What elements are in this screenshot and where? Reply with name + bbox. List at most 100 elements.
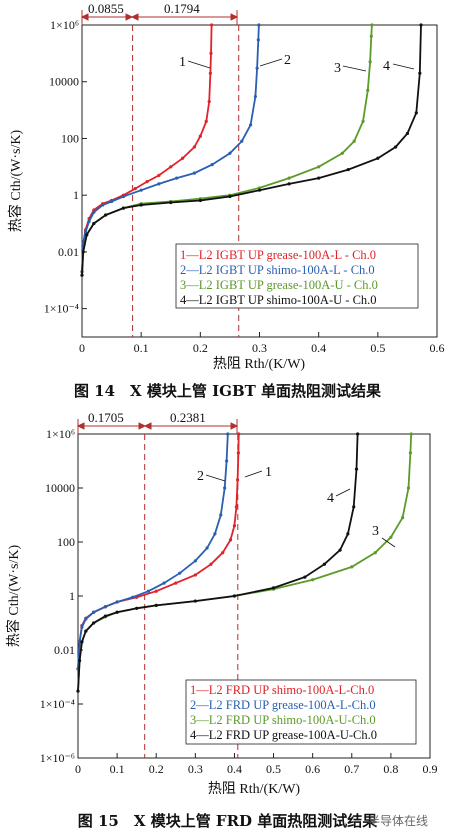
y-tick-label: 1×10⁶ [46,427,75,441]
legend: 1—L2 FRD UP shimo-100A-L-Ch.0 2—L2 FRD U… [185,679,417,745]
legend-item-1: 1—L2 FRD UP shimo-100A-L-Ch.0 [190,683,374,697]
data-point [115,610,119,614]
data-point [346,167,350,172]
data-point [228,151,232,155]
x-tick-label: 0.7 [344,762,359,776]
data-point [175,176,179,180]
figure-15: 1×10⁶ 10000 100 1 0.01 1×10⁻⁴ 1×10⁻⁶ 0 0.1 0.2 0.… [0,410,455,840]
data-point [237,432,241,436]
data-point [369,34,373,38]
y-tick-label: 100 [57,535,75,549]
data-point [92,621,96,625]
leader-line-3 [342,65,367,72]
series-group [80,23,423,277]
series-line-4 [81,24,422,276]
y-tick-group: 1×10⁶ 10000 100 1 0.01 1×10⁻⁴ 1×10⁻⁶ [40,427,83,765]
marker-label-2: 0.2381 [170,410,206,425]
curve-label-3: 3 [372,524,379,539]
legend-item-2: 2—L2 FRD UP grease-100A-L-Ch.0 [190,698,376,712]
data-point [133,187,137,191]
x-axis-label: 热阻 Rth/(K/W) [208,781,300,797]
data-point [145,180,149,184]
data-point [87,219,91,223]
data-point [81,250,85,254]
data-point [198,134,202,138]
data-point [84,629,88,633]
x-tick-label: 0.9 [423,762,438,776]
y-tick-label: 0.01 [58,245,79,259]
data-point [121,194,126,199]
y-tick-group: 1×10⁶ 10000 100 1 0.01 1×10⁻⁴ [44,18,87,316]
data-point [373,551,377,555]
data-point [131,595,135,599]
data-point [338,548,342,552]
data-point [311,578,315,582]
data-point [317,165,321,169]
leader-line-4 [335,488,351,497]
data-point [368,60,372,64]
data-point [223,486,227,490]
data-point [414,111,418,115]
data-point [361,119,365,123]
curve-label-1: 1 [265,465,272,480]
data-point [352,139,356,143]
y-tick-label: 10000 [45,481,75,495]
series-group [76,432,413,693]
data-point [101,203,105,207]
data-point [192,145,197,149]
x-tick-label: 0.5 [266,762,281,776]
curve-label-3: 3 [334,61,341,76]
data-point [406,486,411,490]
data-point [235,478,240,482]
x-tick-label: 0.6 [305,762,320,776]
curve-label-1: 1 [179,55,186,70]
x-tick-label: 0.3 [188,762,203,776]
curve-label-4: 4 [327,491,334,506]
data-point [209,23,214,27]
data-point [419,23,423,27]
data-point [80,273,84,277]
data-point [226,432,230,436]
data-point [76,689,80,693]
data-point [103,614,107,618]
x-tick-label: 0.2 [193,341,208,355]
y-tick-label: 100 [61,131,79,145]
marker-label-1: 0.1705 [88,410,124,425]
data-point [139,188,143,192]
y-tick-label: 1×10⁻⁴ [44,302,79,316]
data-point [240,139,244,143]
series-line-2 [77,433,229,669]
data-point [208,71,212,75]
figure-14-chart: 1×10⁶ 10000 100 1 0.01 1×10⁻⁴ 0 0.1 0.2 0.3 0.4 0.… [7,1,445,372]
data-point [236,451,240,455]
x-tick-label: 0.4 [227,762,242,776]
data-point [193,559,197,563]
data-point [157,182,161,186]
data-point [146,589,150,593]
x-tick-label: 0.8 [383,762,398,776]
data-point [83,230,88,234]
data-point [121,206,126,210]
data-point [352,505,356,509]
data-point [257,23,261,27]
data-point [303,575,307,579]
x-tick-group: 0 0.1 0.2 0.3 0.4 0.5 0.6 [79,332,445,355]
data-point [228,194,232,199]
data-point [232,594,237,598]
data-point [92,610,96,614]
series-line-2 [81,24,260,272]
data-point [317,176,321,180]
legend-item-1: 1—L2 IGBT UP grease-100A-L - Ch.0 [180,248,376,262]
series-line-3 [81,24,373,276]
dimension-arrows [76,419,239,434]
y-tick-label: 1×10⁻⁴ [40,697,75,711]
curve-labels: 1 2 3 4 [179,53,415,76]
leader-line-4 [392,63,415,70]
x-tick-group: 0 0.1 0.2 0.3 0.4 0.5 0.6 0.7 0.8 0.9 [75,753,438,776]
leader-line-3 [381,537,396,548]
data-point [192,171,197,175]
data-point [409,432,413,436]
legend-item-3: 3—L2 FRD UP shimo-100A-U-Ch.0 [190,713,376,727]
data-point [257,188,262,192]
data-point [205,546,209,550]
